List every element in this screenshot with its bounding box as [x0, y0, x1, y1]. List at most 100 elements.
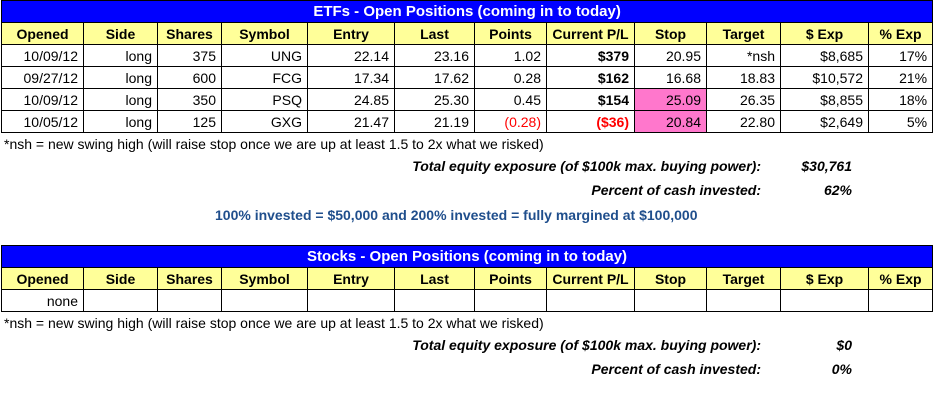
- stock-table: Stocks - Open Positions (coming in to to…: [0, 245, 933, 312]
- table-row: 10/09/12 long 375 UNG 22.14 23.16 1.02 $…: [1, 44, 933, 67]
- etf-footnote: *nsh = new swing high (will raise stop o…: [4, 136, 544, 152]
- opened-cell: none: [1, 289, 84, 312]
- pl-cell-negative: ($36): [546, 110, 635, 133]
- shares-cell: [157, 289, 222, 312]
- entry-cell: 21.47: [307, 110, 395, 133]
- stop-cell-highlighted: 25.09: [634, 88, 707, 111]
- dollar-exp-cell: [780, 289, 869, 312]
- target-cell: 26.35: [706, 88, 781, 111]
- symbol-cell: GXG: [221, 110, 308, 133]
- col-header-stop: Stop: [634, 22, 707, 45]
- table-row: none: [1, 289, 933, 312]
- stock-footnote: *nsh = new swing high (will raise stop o…: [4, 315, 544, 331]
- col-header-opened: Opened: [1, 22, 84, 45]
- col-header-symbol: Symbol: [221, 267, 308, 290]
- points-cell: [474, 289, 547, 312]
- symbol-cell: [221, 289, 308, 312]
- col-header-last: Last: [394, 267, 475, 290]
- points-cell: 0.45: [474, 88, 547, 111]
- target-cell: [706, 289, 781, 312]
- col-header-shares: Shares: [157, 267, 222, 290]
- col-header-shares: Shares: [157, 22, 222, 45]
- target-cell: *nsh: [706, 44, 781, 67]
- stock-percent-row: Percent of cash invested: 0%: [0, 358, 933, 382]
- side-cell: long: [83, 88, 158, 111]
- entry-cell: 24.85: [307, 88, 395, 111]
- pct-exp-cell: 18%: [867, 88, 933, 111]
- shares-cell: 375: [157, 44, 222, 67]
- etf-exposure-label: Total equity exposure (of $100k max. buy…: [412, 158, 761, 174]
- etf-header-row: Opened Side Shares Symbol Entry Last Poi…: [1, 22, 933, 45]
- etf-exposure-row: Total equity exposure (of $100k max. buy…: [0, 155, 933, 179]
- last-cell: 23.16: [394, 44, 475, 67]
- last-cell: 25.30: [394, 88, 475, 111]
- etf-exposure-value: $30,761: [801, 158, 852, 174]
- dollar-exp-cell: $10,572: [780, 66, 869, 89]
- shares-cell: 350: [157, 88, 222, 111]
- shares-cell: 600: [157, 66, 222, 89]
- stock-exposure-row: Total equity exposure (of $100k max. buy…: [0, 334, 933, 358]
- pl-cell: [546, 289, 635, 312]
- pct-exp-cell: [867, 289, 933, 312]
- table-row: 09/27/12 long 600 FCG 17.34 17.62 0.28 $…: [1, 66, 933, 89]
- col-header-points: Points: [474, 22, 547, 45]
- col-header-target: Target: [706, 22, 781, 45]
- col-header-points: Points: [474, 267, 547, 290]
- dollar-exp-cell: $2,649: [780, 110, 869, 133]
- col-header-dollar-exp: $ Exp: [780, 22, 869, 45]
- dollar-exp-cell: $8,855: [780, 88, 869, 111]
- stop-cell: 16.68: [634, 66, 707, 89]
- side-cell: long: [83, 110, 158, 133]
- side-cell: long: [83, 44, 158, 67]
- symbol-cell: FCG: [221, 66, 308, 89]
- col-header-pct-exp: % Exp: [867, 267, 933, 290]
- etf-table: ETFs - Open Positions (coming in to toda…: [0, 0, 933, 133]
- stock-exposure-label: Total equity exposure (of $100k max. buy…: [412, 337, 761, 353]
- col-header-last: Last: [394, 22, 475, 45]
- stock-percent-value: 0%: [831, 361, 852, 377]
- symbol-cell: PSQ: [221, 88, 308, 111]
- col-header-entry: Entry: [307, 267, 395, 290]
- opened-cell: 09/27/12: [1, 66, 84, 89]
- col-header-dollar-exp: $ Exp: [780, 267, 869, 290]
- side-cell: long: [83, 66, 158, 89]
- col-header-current-pl: Current P/L: [546, 22, 635, 45]
- pct-exp-cell: 21%: [867, 66, 933, 89]
- stock-header-row: Opened Side Shares Symbol Entry Last Poi…: [1, 267, 933, 290]
- section-gap: [0, 227, 933, 245]
- shares-cell: 125: [157, 110, 222, 133]
- etf-percent-value: 62%: [823, 182, 852, 198]
- points-cell: 0.28: [474, 66, 547, 89]
- last-cell: 21.19: [394, 110, 475, 133]
- stop-cell: [634, 289, 707, 312]
- symbol-cell: UNG: [221, 44, 308, 67]
- target-cell: 22.80: [706, 110, 781, 133]
- points-cell: 1.02: [474, 44, 547, 67]
- pct-exp-cell: 17%: [867, 44, 933, 67]
- target-cell: 18.83: [706, 66, 781, 89]
- col-header-pct-exp: % Exp: [867, 22, 933, 45]
- entry-cell: 22.14: [307, 44, 395, 67]
- etf-percent-row: Percent of cash invested: 62%: [0, 179, 933, 203]
- entry-cell: 17.34: [307, 66, 395, 89]
- dollar-exp-cell: $8,685: [780, 44, 869, 67]
- opened-cell: 10/09/12: [1, 88, 84, 111]
- entry-cell: [307, 289, 395, 312]
- col-header-current-pl: Current P/L: [546, 267, 635, 290]
- pl-cell: $154: [546, 88, 635, 111]
- col-header-opened: Opened: [1, 267, 84, 290]
- last-cell: 17.62: [394, 66, 475, 89]
- stop-cell-highlighted: 20.84: [634, 110, 707, 133]
- pct-exp-cell: 5%: [867, 110, 933, 133]
- side-cell: [83, 289, 158, 312]
- table-row: 10/09/12 long 350 PSQ 24.85 25.30 0.45 $…: [1, 88, 933, 111]
- last-cell: [394, 289, 475, 312]
- stock-exposure-value: $0: [836, 337, 852, 353]
- stock-percent-label: Percent of cash invested:: [591, 361, 761, 377]
- col-header-target: Target: [706, 267, 781, 290]
- col-header-side: Side: [83, 267, 158, 290]
- col-header-stop: Stop: [634, 267, 707, 290]
- col-header-entry: Entry: [307, 22, 395, 45]
- col-header-symbol: Symbol: [221, 22, 308, 45]
- opened-cell: 10/05/12: [1, 110, 84, 133]
